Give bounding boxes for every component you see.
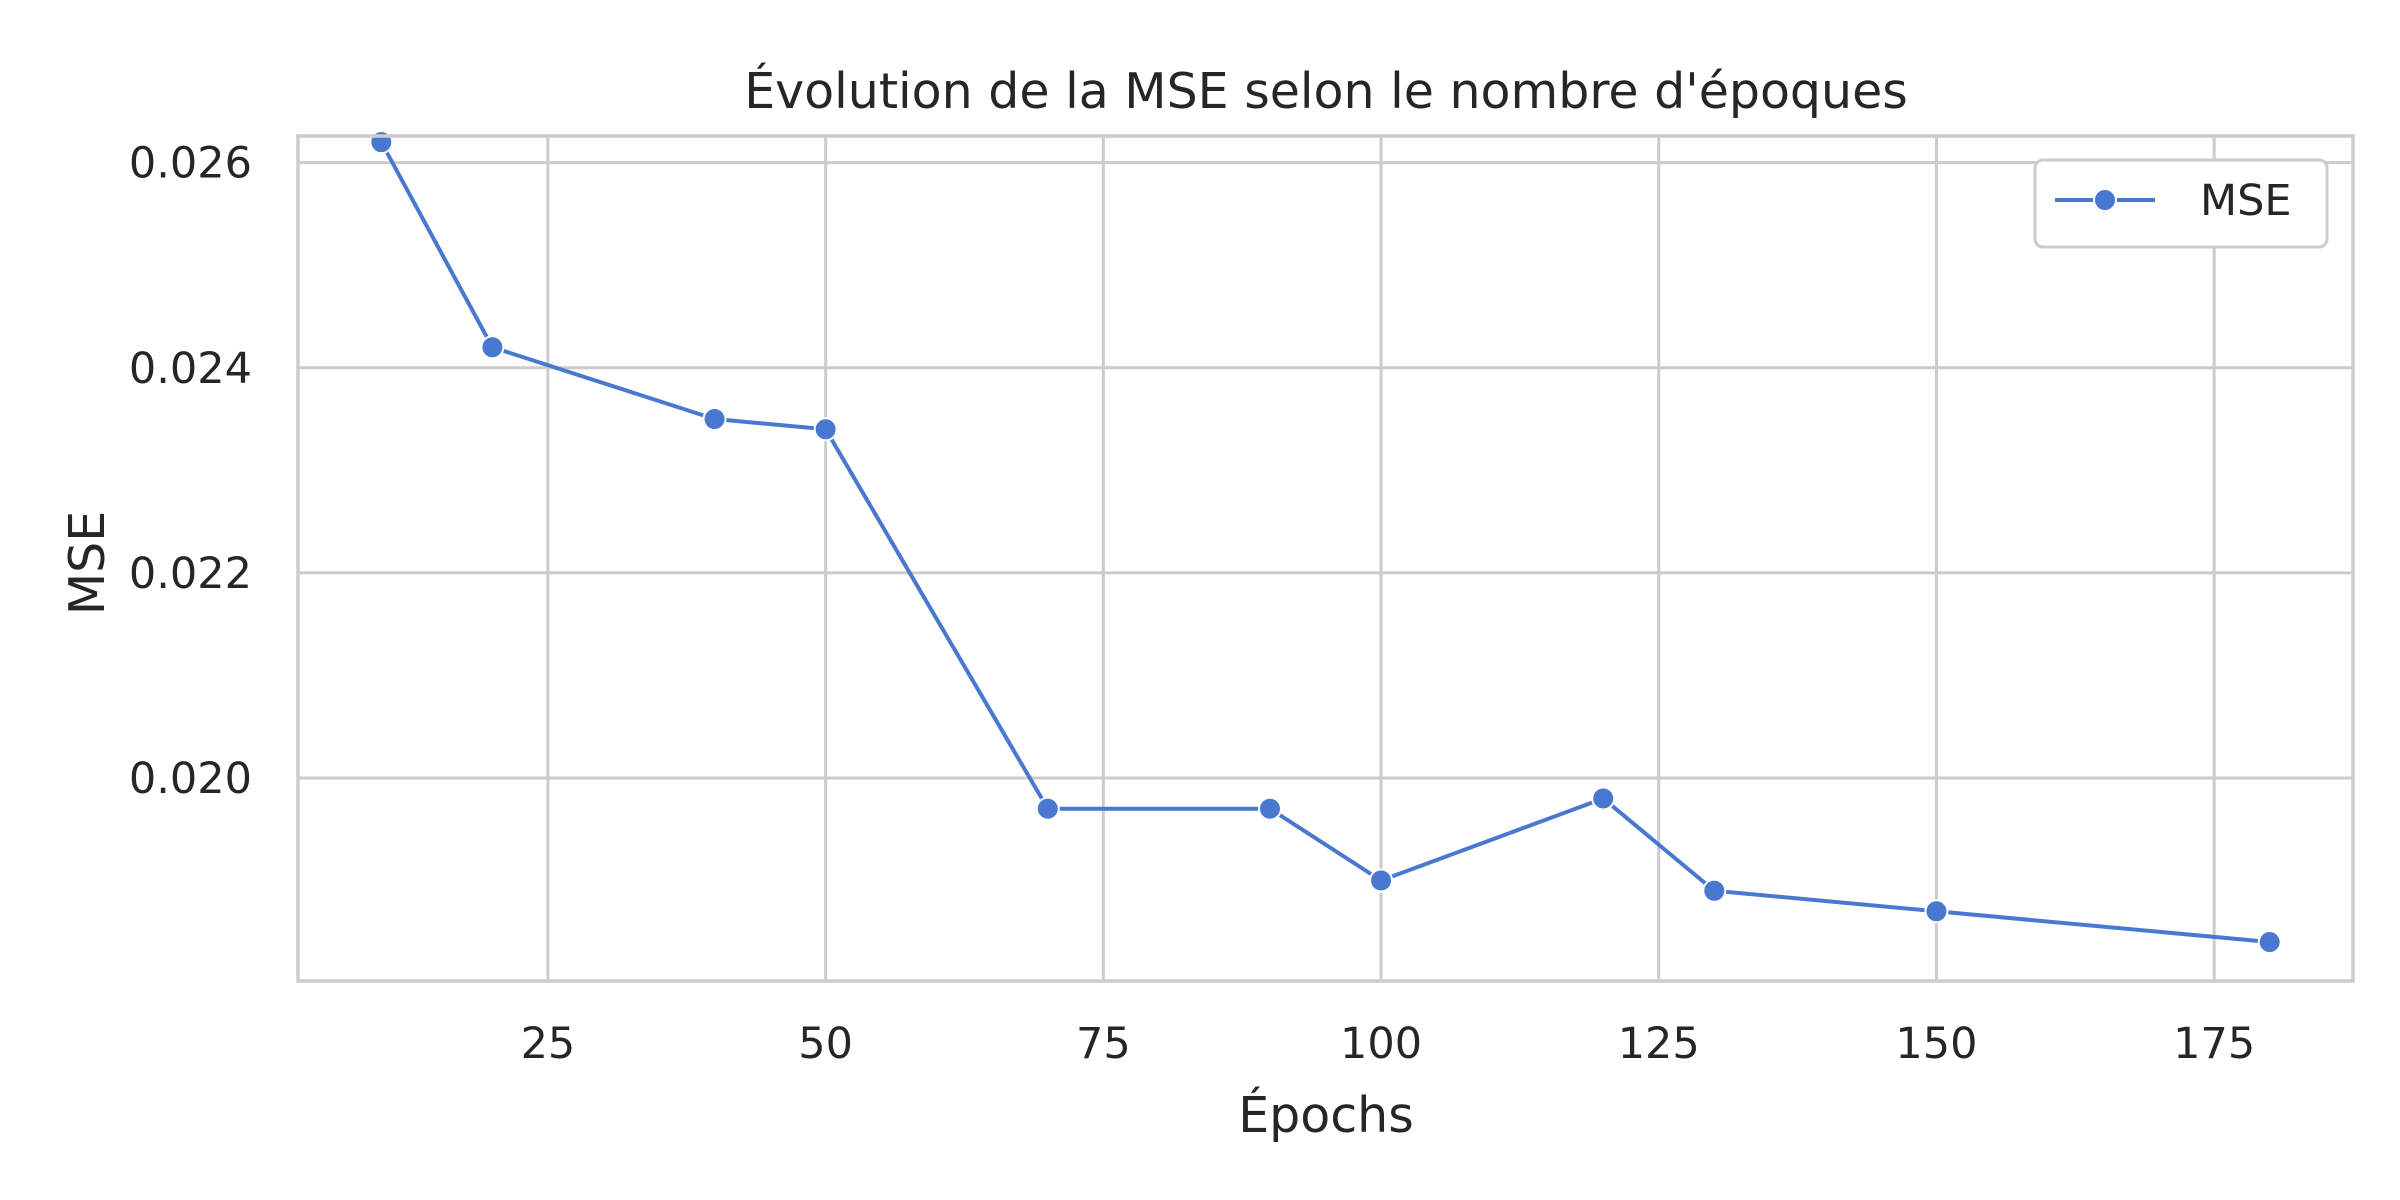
x-tick-labels: 25 50 75 100 125 150 175 [521, 1019, 2256, 1069]
legend: MSE [2033, 158, 2329, 249]
x-axis-label: Épochs [1238, 1085, 1414, 1144]
y-axis-label: MSE [59, 511, 116, 615]
grid-lines [298, 136, 2353, 981]
legend-label-mse: MSE [2200, 176, 2292, 226]
y-tick-label: 0.024 [129, 344, 252, 394]
data-point [2257, 930, 2282, 955]
x-tick-label: 150 [1895, 1019, 1977, 1069]
plot-frame [296, 134, 2355, 983]
legend-marker-swatch [2093, 188, 2117, 212]
x-tick-label: 125 [1618, 1019, 1700, 1069]
y-tick-label: 0.020 [129, 754, 252, 804]
legend-box [2033, 158, 2329, 249]
series-layer [369, 130, 2282, 955]
y-tick-label: 0.026 [129, 139, 252, 189]
data-point [1591, 786, 1616, 811]
data-point [1035, 796, 1060, 821]
x-tick-label: 75 [1076, 1019, 1131, 1069]
data-point [1702, 878, 1727, 903]
data-point [702, 407, 727, 432]
chart-title: Évolution de la MSE selon le nombre d'ép… [744, 61, 1908, 120]
x-tick-label: 175 [2173, 1019, 2255, 1069]
x-tick-label: 100 [1340, 1019, 1422, 1069]
x-tick-label: 25 [521, 1019, 576, 1069]
x-tick-label: 50 [798, 1019, 853, 1069]
y-tick-label: 0.022 [129, 549, 252, 599]
y-tick-labels: 0.020 0.022 0.024 0.026 [129, 139, 252, 804]
data-point [1257, 796, 1282, 821]
data-point [1924, 899, 1949, 924]
data-point [1369, 868, 1394, 893]
data-point [813, 417, 838, 442]
data-point [480, 335, 505, 360]
